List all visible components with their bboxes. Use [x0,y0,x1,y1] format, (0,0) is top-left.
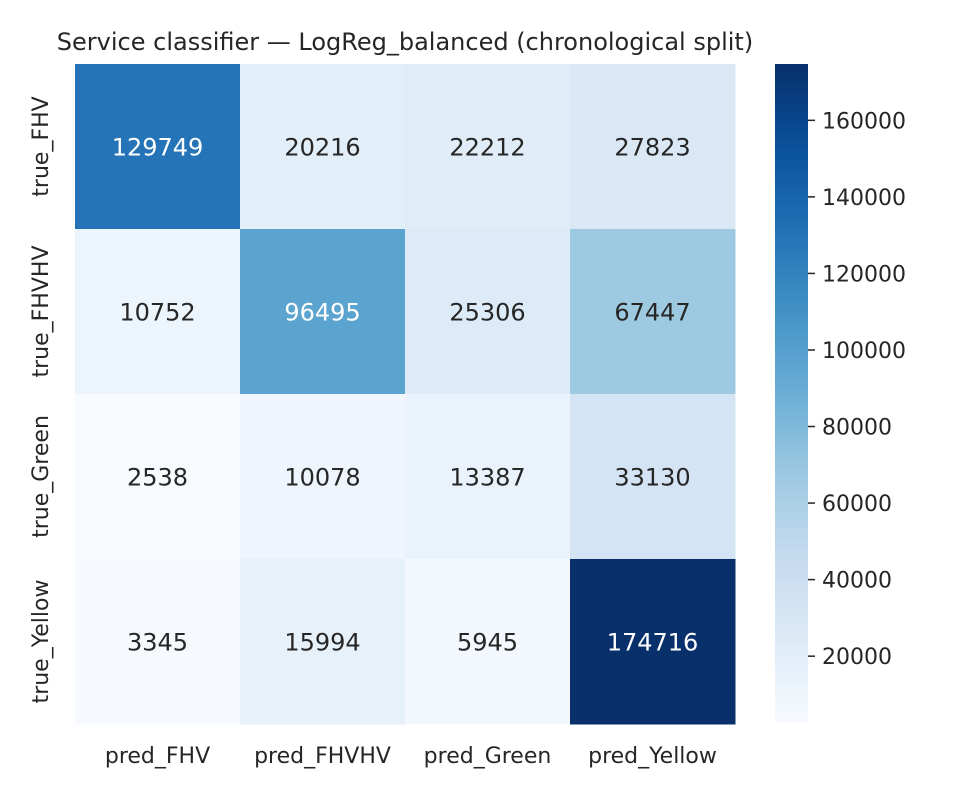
heatmap-cell-true_Green-pred_Green [405,394,571,560]
heatmap-cell-true_FHVHV-pred_FHV [75,229,241,395]
colorbar-tick-label: 80000 [822,416,892,441]
heatmap-cell-true_FHVHV-pred_Green [405,229,571,395]
cell-value-label: 10078 [284,464,360,492]
x-tick-label-pred_Green: pred_Green [424,744,552,769]
heatmap-cell-true_Yellow-pred_FHVHV [240,559,406,725]
y-tick-label-true_FHVHV: true_FHVHV [29,246,54,378]
cell-value-label: 10752 [119,299,195,327]
colorbar-tick-label: 160000 [822,109,906,134]
x-tick-label-pred_Yellow: pred_Yellow [588,744,717,769]
heatmap-cell-true_Green-pred_Yellow [570,394,736,560]
heatmap-cell-true_Yellow-pred_Green [405,559,571,725]
colorbar-tick-label: 120000 [822,262,906,287]
heatmap-cell-true_FHV-pred_FHVHV [240,64,406,230]
colorbar-tick-label: 100000 [822,339,906,364]
y-tick-label-true_FHV: true_FHV [29,96,54,196]
cell-value-label: 27823 [614,134,690,162]
cell-value-label: 129749 [112,134,204,162]
y-tick-label-true_Yellow: true_Yellow [29,580,54,704]
colorbar-tick-label: 60000 [822,492,892,517]
heatmap-cell-true_FHVHV-pred_Yellow [570,229,736,395]
x-tick-labels: pred_FHV pred_FHVHV pred_Green pred_Yellow [105,744,717,769]
cell-value-label: 3345 [127,629,188,657]
y-tick-labels: true_FHV true_FHVHV true_Green true_Yellow [29,96,54,703]
x-tick-label-pred_FHV: pred_FHV [105,744,210,769]
cell-value-label: 67447 [614,299,690,327]
cell-value-label: 15994 [284,629,360,657]
colorbar: 20000 40000 60000 80000 100000 120000 140000 16… [775,64,906,723]
colorbar-tick-label: 40000 [822,569,892,594]
heatmap-cells [75,64,736,725]
heatmap-cell-true_FHV-pred_Green [405,64,571,230]
cell-value-label: 22212 [449,134,525,162]
cell-value-label: 25306 [449,299,525,327]
heatmap-cell-true_FHV-pred_Yellow [570,64,736,230]
cell-value-labels: 129749 20216 22212 27823 10752 96495 25306 6744… [112,134,699,657]
cell-value-label: 174716 [607,629,699,657]
cell-value-label: 5945 [457,629,518,657]
colorbar-tick-label: 20000 [822,645,892,670]
x-tick-label-pred_FHVHV: pred_FHVHV [254,744,391,769]
colorbar-gradient [775,64,808,723]
y-tick-label-true_Green: true_Green [29,415,54,538]
heatmap-cell-true_FHVHV-pred_FHVHV [240,229,406,395]
heatmap-cell-true_Green-pred_FHV [75,394,241,560]
heatmap-cell-true_Green-pred_FHVHV [240,394,406,560]
cell-value-label: 96495 [284,299,360,327]
chart-title: Service classifier — LogReg_balanced (ch… [57,28,753,56]
cell-value-label: 2538 [127,464,188,492]
colorbar-tick-label: 140000 [822,186,906,211]
cell-value-label: 13387 [449,464,525,492]
cell-value-label: 20216 [284,134,360,162]
heatmap-cell-true_Yellow-pred_FHV [75,559,241,725]
heatmap-cell-true_FHV-pred_FHV [75,64,241,230]
heatmap-cell-true_Yellow-pred_Yellow [570,559,736,725]
cell-value-label: 33130 [614,464,690,492]
